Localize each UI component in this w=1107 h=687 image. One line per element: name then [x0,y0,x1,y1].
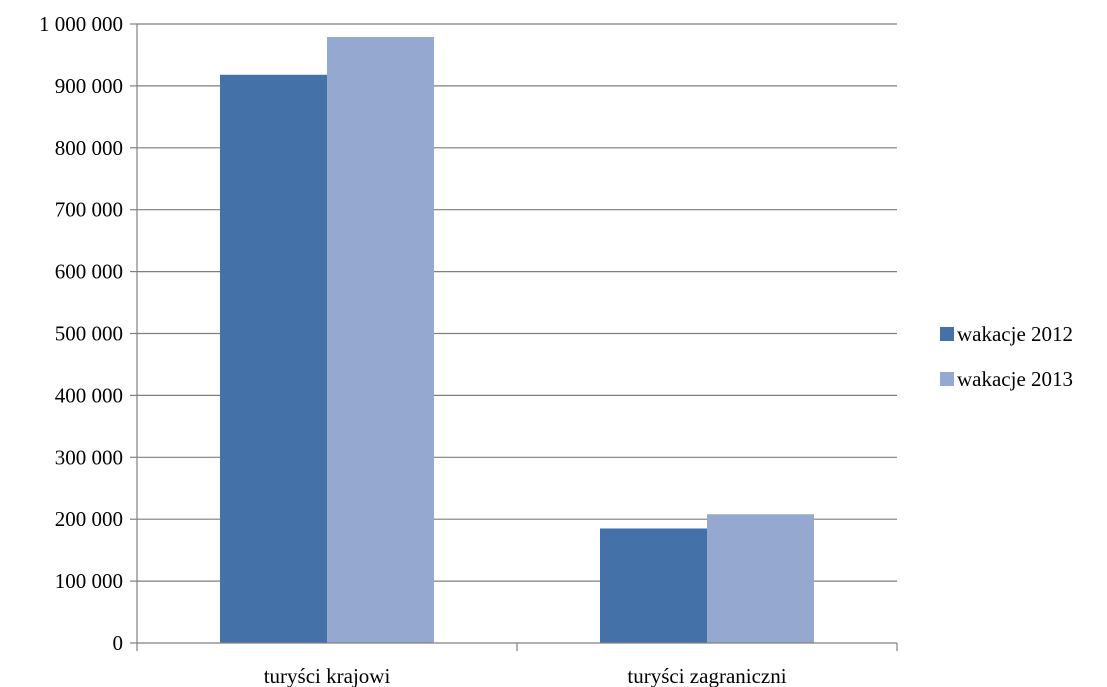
axes [136,24,898,651]
y-tick-label: 800 000 [55,136,123,160]
y-tick-label: 300 000 [55,445,123,469]
y-tick-label: 1 000 000 [39,12,123,36]
y-tick-label: 100 000 [55,569,123,593]
legend-label: wakacje 2013 [957,367,1073,391]
legend: wakacje 2012 wakacje 2013 [940,322,1073,391]
bar-wakacje-2012-1 [600,528,707,643]
bar-wakacje-2013-0 [327,36,434,643]
bar-wakacje-2012-0 [220,74,327,644]
y-axis-tick-labels: 0 100 000 200 000 300 000 400 000 500 000 600 … [39,12,123,655]
bars [220,36,814,644]
y-tick-label: 500 000 [55,322,123,346]
bar-wakacje-2013-1 [707,514,814,643]
y-tick-label: 200 000 [55,507,123,531]
x-category-label: turyści zagraniczni [627,664,786,687]
legend-label: wakacje 2012 [957,322,1073,346]
y-tick-label: 0 [113,631,124,655]
y-tick-label: 400 000 [55,383,123,407]
legend-swatch [940,372,954,386]
y-tick-label: 600 000 [55,260,123,284]
y-tick-label: 700 000 [55,198,123,222]
y-tick-label: 900 000 [55,74,123,98]
legend-swatch [940,327,954,341]
x-axis-category-labels: turyści krajowi turyści zagraniczni [264,664,787,687]
x-category-label: turyści krajowi [264,664,391,687]
